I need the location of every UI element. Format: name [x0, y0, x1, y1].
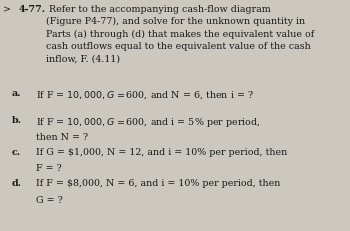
Text: If F = $10,000, G = $600, and i = 5% per period,: If F = $10,000, G = $600, and i = 5% per… — [36, 116, 260, 128]
Text: Refer to the accompanying cash-flow diagram
(Figure P4-77), and solve for the un: Refer to the accompanying cash-flow diag… — [46, 5, 315, 63]
Text: G = ?: G = ? — [36, 195, 63, 204]
Text: c.: c. — [12, 147, 21, 156]
Text: If F = $10,000, G = $600, and N = 6, then i = ?: If F = $10,000, G = $600, and N = 6, the… — [36, 89, 254, 100]
Text: b.: b. — [12, 116, 22, 125]
Text: a.: a. — [12, 89, 21, 98]
Text: >: > — [2, 5, 10, 14]
Text: F = ?: F = ? — [36, 164, 62, 173]
Text: 4-77.: 4-77. — [18, 5, 45, 14]
Text: then N = ?: then N = ? — [36, 132, 88, 141]
Text: If G = $1,000, N = 12, and i = 10% per period, then: If G = $1,000, N = 12, and i = 10% per p… — [36, 147, 287, 156]
Text: If F = $8,000, N = 6, and i = 10% per period, then: If F = $8,000, N = 6, and i = 10% per pe… — [36, 179, 280, 188]
Text: d.: d. — [12, 179, 22, 188]
